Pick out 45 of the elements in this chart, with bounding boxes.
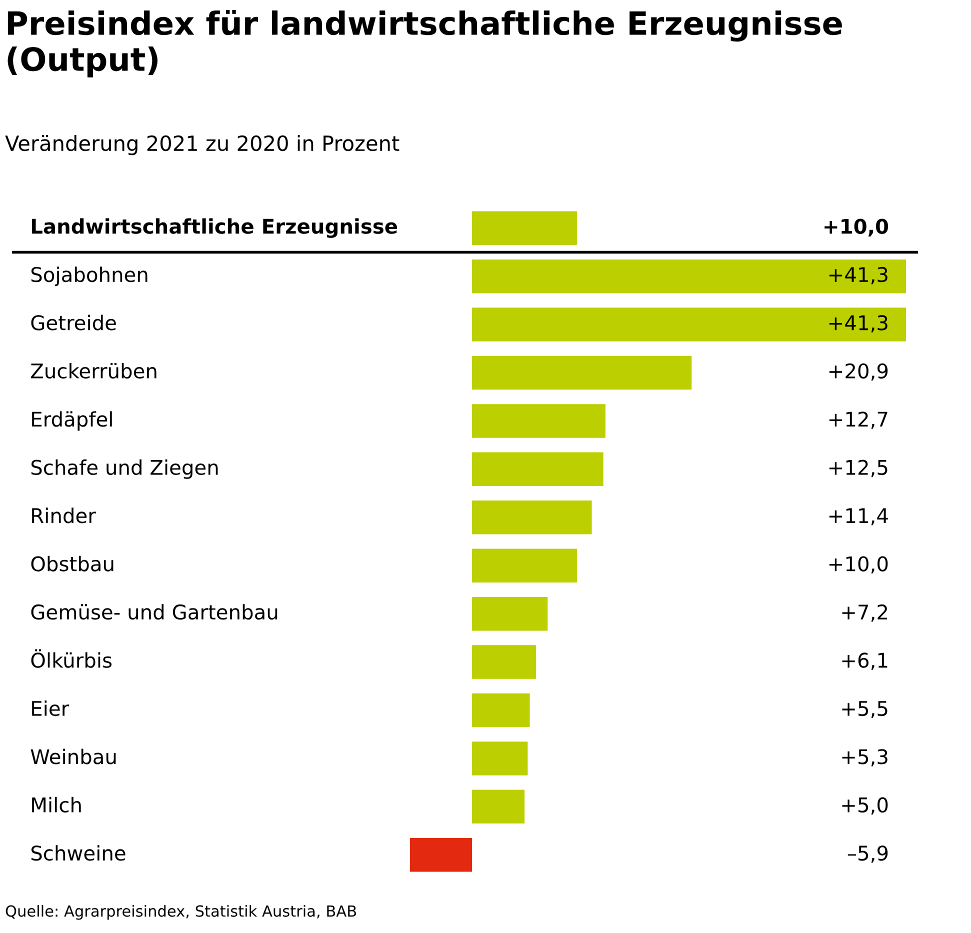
bar: [472, 742, 528, 776]
bar: [472, 308, 906, 342]
data-label: +41,3: [829, 266, 888, 284]
bar: [472, 259, 906, 294]
data-label: +10,0: [829, 556, 888, 574]
y-tick-label: Sojabohnen: [31, 266, 148, 286]
bar: [472, 404, 606, 438]
bar: [472, 693, 530, 728]
y-tick-label: Milch: [32, 796, 81, 813]
bar: [472, 596, 548, 631]
y-tick-label: Schweine: [31, 845, 126, 861]
text: Veränderung 2021 zu 2020 in Prozent: [5, 135, 400, 156]
y-tick-label: Schafe und Ziegen: [31, 459, 218, 479]
data-label: +20,9: [829, 363, 888, 381]
data-label: +41,3: [829, 315, 888, 332]
y-tick-label: Erdäpfel: [32, 411, 112, 431]
data-label: +11,4: [829, 508, 888, 526]
data-label: +5,3: [842, 749, 888, 766]
y-tick-label: Eier: [32, 700, 70, 716]
y-tick-label: Zuckerrüben: [31, 363, 156, 379]
bar: [472, 500, 592, 534]
y-tick-label: Landwirtschaftliche Erzeugnisse: [32, 218, 398, 238]
bar: [472, 452, 604, 486]
y-tick-label: Getreide: [31, 314, 116, 330]
bar: [472, 211, 578, 245]
bar: [410, 838, 472, 872]
y-tick-label: Rinder: [32, 508, 96, 524]
bar: [472, 548, 578, 582]
data-label: +6,1: [842, 652, 888, 670]
y-tick-label: Obstbau: [31, 556, 114, 572]
bar: [472, 356, 692, 390]
data-label: +12,7: [829, 412, 888, 429]
y-tick-label: Ölkürbis: [31, 649, 112, 668]
data-label: +12,5: [829, 460, 888, 478]
y-tick-label: Gemüse- und Gartenbau: [31, 604, 278, 620]
bar: [472, 790, 525, 824]
y-tick-label: Weinbau: [30, 748, 116, 764]
data-label: –5,9: [848, 846, 888, 863]
data-label: +7,2: [842, 604, 887, 622]
data-label: +5,0: [842, 797, 888, 815]
data-label: +10,0: [824, 218, 888, 237]
bar: [472, 645, 536, 679]
chart-title: Preisindex für landwirtschaftliche Erzeugnisse (Output): [8, 10, 842, 78]
data-label: +5,5: [842, 701, 888, 718]
source-note: Quelle: Agrarpreisindex, Statistik Austria, BAB: [6, 905, 356, 920]
